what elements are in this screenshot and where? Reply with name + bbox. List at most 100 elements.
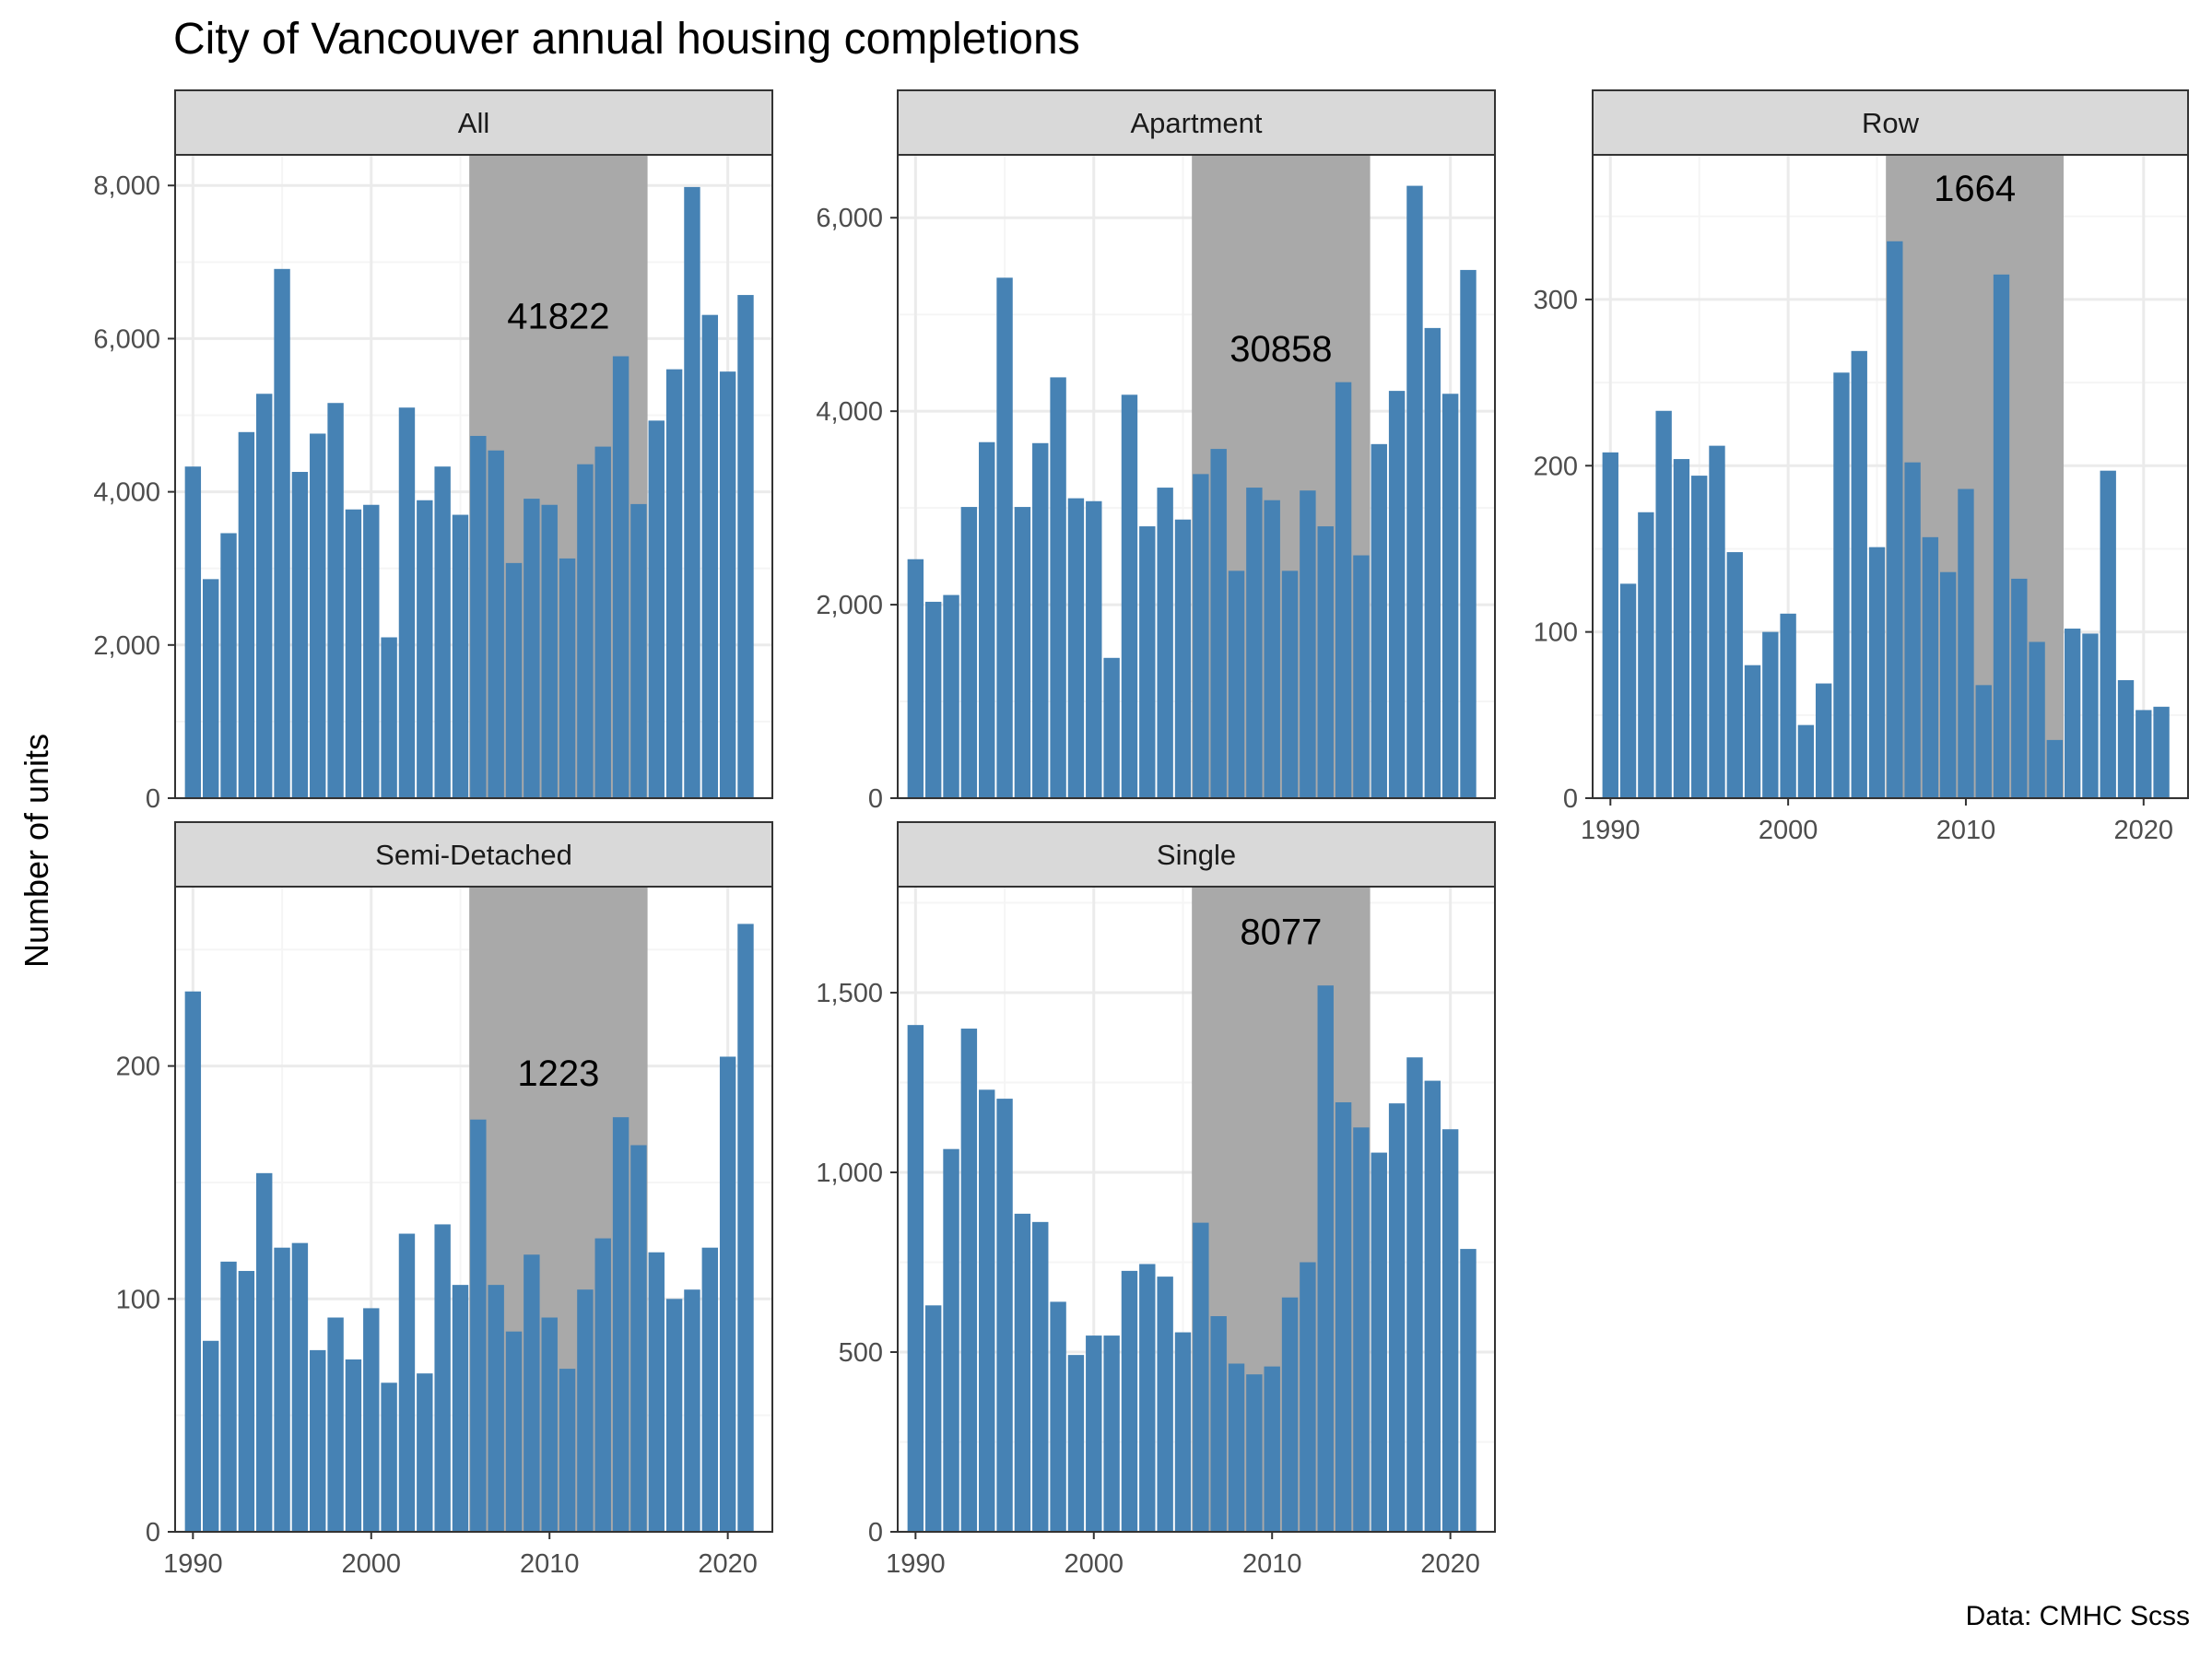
bar-1998 — [1050, 1301, 1066, 1532]
bar-2010 — [541, 1317, 558, 1532]
bar-2020 — [719, 1056, 736, 1532]
bar-2004 — [1157, 1277, 1173, 1532]
bar-2014 — [2029, 641, 2045, 798]
bar-1997 — [1726, 552, 1743, 798]
bar-2008 — [505, 1331, 523, 1532]
bar-2009 — [1939, 571, 1957, 798]
bar-2009 — [1246, 1374, 1263, 1532]
bar-2007 — [488, 1285, 504, 1532]
bar-2006 — [1887, 241, 1903, 799]
bar-1996 — [1014, 1213, 1031, 1532]
bar-1997 — [310, 1349, 326, 1532]
bar-1998 — [1050, 377, 1066, 798]
y-tick-label: 6,000 — [816, 204, 883, 233]
bar-1997 — [1032, 1221, 1049, 1532]
bar-1994 — [256, 1172, 273, 1532]
bar-2019 — [701, 314, 719, 798]
y-tick-label: 4,000 — [816, 397, 883, 427]
bar-2004 — [1157, 488, 1173, 798]
bar-2014 — [1335, 1101, 1352, 1532]
bar-2021 — [1460, 269, 1477, 798]
bar-1993 — [960, 1029, 978, 1532]
x-tick-label: 1990 — [163, 1549, 223, 1579]
bar-2009 — [524, 499, 540, 798]
panel-semi-detached: 1223 Semi-Detached 0 100 200 1990 2000 2010 2020 — [116, 821, 773, 1579]
total-annotation: 41822 — [507, 297, 609, 337]
facet-strip-label: All — [458, 107, 489, 139]
x-axis: 1990 2000 2010 2020 — [886, 1532, 1480, 1579]
bar-2007 — [1210, 1316, 1227, 1532]
bar-2016 — [2064, 629, 2081, 798]
panel-row: 1664 Row 0 100 200 300 1990 2000 2010 2020 — [1534, 89, 2189, 845]
y-tick-label: 0 — [868, 1518, 883, 1547]
bar-1991 — [924, 1305, 942, 1532]
bar-2006 — [1193, 474, 1209, 798]
bar-1996 — [291, 1242, 309, 1532]
y-axis: 0 100 200 — [116, 1053, 175, 1547]
bars — [184, 924, 754, 1532]
bar-1993 — [960, 507, 978, 798]
bar-2006 — [470, 435, 487, 798]
bar-2014 — [612, 356, 629, 798]
bar-2007 — [1210, 449, 1227, 798]
bar-2010 — [1264, 1366, 1280, 1532]
bar-1991 — [924, 601, 942, 798]
x-tick-label: 2010 — [1936, 816, 1996, 845]
bar-2003 — [1139, 526, 1156, 798]
bar-1996 — [1014, 507, 1031, 798]
bar-1992 — [220, 533, 237, 798]
bar-2008 — [505, 562, 523, 798]
caption: Data: CMHC Scss — [1966, 1601, 2190, 1631]
bar-2019 — [701, 1247, 719, 1532]
bar-2017 — [1388, 391, 1406, 798]
bar-1998 — [1744, 665, 1761, 798]
bar-1996 — [1709, 445, 1725, 798]
bars — [184, 186, 754, 798]
bar-1990 — [184, 991, 202, 1532]
bar-1997 — [310, 433, 326, 798]
bar-2012 — [577, 1289, 594, 1532]
y-axis: 0 2,000 4,000 6,000 8,000 — [93, 171, 175, 814]
bar-2000 — [1086, 1335, 1102, 1532]
bar-2015 — [1353, 555, 1370, 798]
bar-1990 — [1602, 452, 1618, 798]
bar-2011 — [1975, 685, 1992, 798]
bar-2020 — [2136, 710, 2152, 798]
y-tick-label: 500 — [839, 1338, 883, 1368]
bar-2004 — [1851, 350, 1867, 798]
bar-2004 — [434, 466, 451, 798]
bar-1993 — [1655, 410, 1672, 798]
bar-2002 — [398, 1233, 416, 1532]
x-tick-label: 2020 — [1420, 1549, 1480, 1579]
bar-1992 — [943, 594, 959, 798]
bar-2021 — [2153, 706, 2170, 798]
total-annotation: 1223 — [517, 1053, 599, 1094]
x-tick-label: 2010 — [1242, 1549, 1302, 1579]
bar-1995 — [996, 1099, 1013, 1532]
bar-2017 — [665, 1299, 683, 1532]
bar-2005 — [452, 1285, 469, 1532]
bar-2005 — [1174, 1332, 1192, 1532]
x-tick-label: 1990 — [886, 1549, 946, 1579]
bar-2007 — [488, 450, 504, 798]
x-tick-label: 1990 — [1581, 816, 1641, 845]
bar-2003 — [1139, 1264, 1156, 1532]
facet-strip-label: Semi-Detached — [375, 839, 572, 871]
bar-2015 — [1353, 1127, 1370, 1532]
y-tick-label: 0 — [868, 784, 883, 814]
bar-2001 — [1103, 1335, 1120, 1532]
bar-1995 — [996, 277, 1013, 798]
panel-single: 8077 Single 0 500 1,000 1,500 1990 2000 2010 2020 — [816, 821, 1496, 1579]
y-tick-label: 0 — [1563, 784, 1578, 814]
bar-1995 — [274, 268, 290, 798]
bar-2012 — [1993, 274, 2010, 798]
bar-1995 — [274, 1247, 290, 1532]
bar-1992 — [943, 1148, 959, 1532]
panel-all: 41822 All 0 2,000 4,000 6,000 8,000 — [93, 89, 773, 814]
y-tick-label: 200 — [1534, 452, 1578, 481]
bar-2008 — [1228, 1363, 1245, 1532]
bar-2009 — [1246, 488, 1263, 798]
bar-2020 — [1441, 1129, 1459, 1532]
bar-1999 — [345, 1359, 362, 1532]
